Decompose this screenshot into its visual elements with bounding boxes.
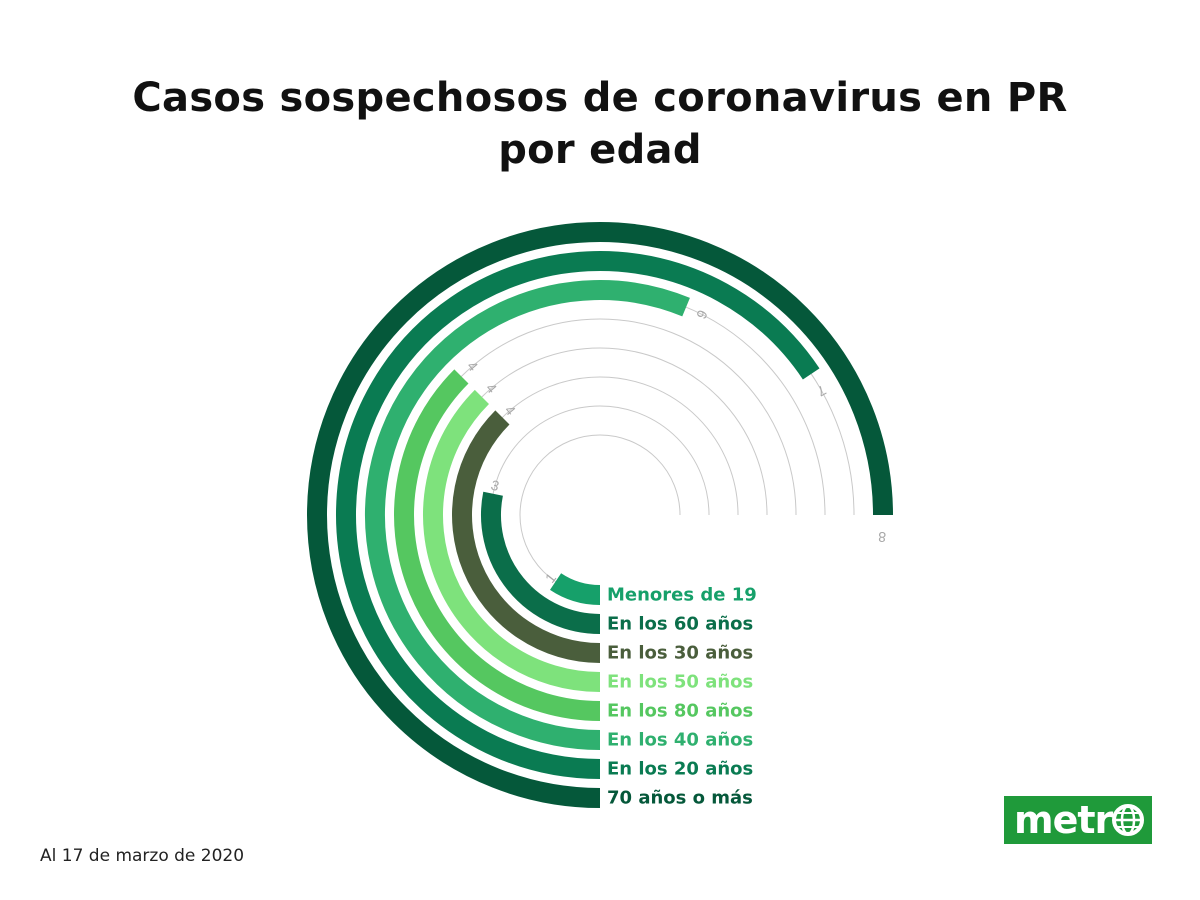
bar-4 <box>423 389 601 692</box>
series-label-3: En los 30 años <box>607 643 753 664</box>
bar-3 <box>452 410 601 663</box>
series-label-4: En los 50 años <box>607 672 753 693</box>
value-label-2: 3 <box>489 477 501 495</box>
ring-guide-1 <box>519 434 681 596</box>
value-label-6: 6 <box>693 307 711 321</box>
bar-7 <box>335 251 820 779</box>
bar-5 <box>394 369 601 721</box>
value-label-7: 7 <box>814 382 829 400</box>
date-footnote: Al 17 de marzo de 2020 <box>40 846 245 866</box>
series-label-2: En los 60 años <box>607 614 753 635</box>
bar-6 <box>365 280 690 750</box>
chart-title-line-2: por edad <box>498 127 702 173</box>
series-label-1: Menores de 19 <box>607 585 757 606</box>
logo-text: metr <box>1014 798 1113 842</box>
globe-icon <box>1112 804 1145 836</box>
series-label-7: En los 20 años <box>607 759 753 780</box>
series-label-6: En los 40 años <box>607 730 753 751</box>
chart-title: Casos sospechosos de coronavirus en PR p… <box>0 72 1200 176</box>
series-label-5: En los 80 años <box>607 701 753 722</box>
chart-title-line-1: Casos sospechosos de coronavirus en PR <box>132 75 1068 121</box>
value-label-8: 8 <box>877 529 886 546</box>
bar-8 <box>307 222 893 808</box>
bar-1 <box>549 573 601 605</box>
metro-logo: metr <box>1004 796 1152 844</box>
series-label-8: 70 años o más <box>607 788 753 809</box>
bar-2 <box>481 491 601 634</box>
